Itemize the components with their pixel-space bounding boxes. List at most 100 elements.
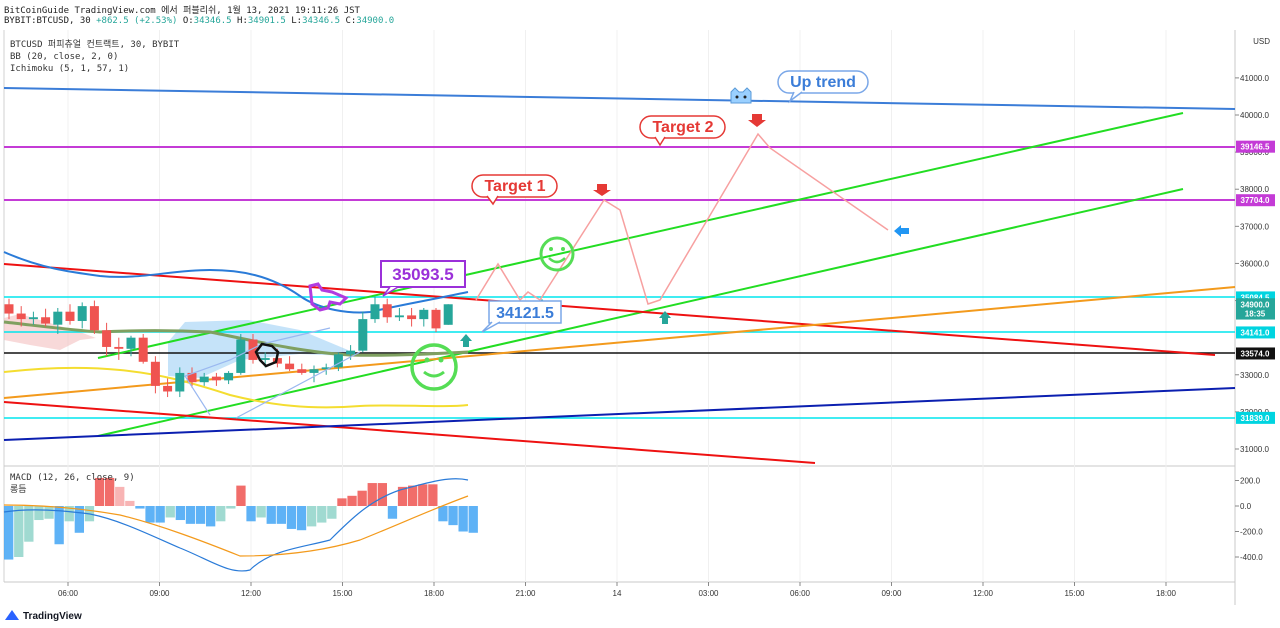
macd-tick-label: -200.0 <box>1240 528 1263 537</box>
time-grid <box>67 30 1167 582</box>
price-low-callout: 34121.5 <box>481 300 562 333</box>
high-value: 34901.5 <box>247 16 286 26</box>
price-tag <box>1236 326 1275 339</box>
candle-body <box>199 376 209 383</box>
bb-lower-line <box>3 366 469 409</box>
macd-bar <box>327 506 337 519</box>
arrow-left-icon <box>894 225 909 237</box>
macd-bar <box>276 506 286 524</box>
arrow-up-icon <box>460 334 472 347</box>
arrow-down-icon <box>593 184 611 196</box>
macd-line <box>3 478 469 572</box>
candle-body <box>407 315 417 320</box>
price-high-callout: 35093.5 <box>380 260 466 297</box>
macd-bar <box>125 500 135 506</box>
macd-bar <box>418 484 428 506</box>
target2-label: Target 2 <box>652 119 713 136</box>
tradingview-logo: TradingView <box>5 610 82 622</box>
macd-bar <box>367 483 377 506</box>
macd-bar <box>44 506 54 519</box>
time-tick-label: 15:00 <box>332 589 353 598</box>
macd-bar <box>408 485 418 506</box>
macd-tick-label: 200.0 <box>1240 477 1261 486</box>
macd-bar <box>4 506 14 560</box>
price-tick-label: 37000.0 <box>1240 222 1269 231</box>
macd-bar <box>165 506 175 518</box>
cat-icon <box>730 87 752 104</box>
publish-info: BitCoinGuide TradingView.com 에서 퍼블리쉬, 1월… <box>4 6 360 16</box>
candle-body <box>41 317 51 324</box>
open-value: 34346.5 <box>193 16 232 26</box>
macd-bar <box>216 506 226 522</box>
price-tag-label: 37704.0 <box>1241 196 1270 205</box>
macd-bar <box>296 506 307 531</box>
price-tag-label: 34900.0 <box>1241 300 1270 309</box>
macd-bar <box>226 506 236 509</box>
symbol-label: BYBIT:BTCUSD, 30 <box>4 16 91 26</box>
time-tick-label: 14 <box>613 589 622 598</box>
red-trend-upper <box>3 263 1216 356</box>
candle-body <box>163 385 173 392</box>
candle-body <box>16 313 26 320</box>
time-tick-label: 03:00 <box>698 589 719 598</box>
macd-bar <box>357 490 367 506</box>
price-tag-label: 18:35 <box>1245 310 1266 319</box>
candle-body <box>53 311 63 325</box>
previous-wave-path <box>184 327 331 416</box>
price-tag-label: 33574.0 <box>1241 349 1270 358</box>
time-tick-label: 09:00 <box>881 589 902 598</box>
legend-ichimoku: Ichimoku (5, 1, 57, 1) <box>10 64 129 74</box>
pointer-hand-icon <box>254 342 280 368</box>
macd-bar <box>74 506 84 533</box>
time-tick-label: 12:00 <box>241 589 262 598</box>
macd-bar <box>195 506 206 524</box>
open-label: O: <box>182 16 194 26</box>
price-tag <box>1236 298 1275 311</box>
price-tick-label: 41000.0 <box>1240 74 1269 83</box>
macd-bar <box>448 506 458 526</box>
up-trend-label: Up trend <box>790 74 856 91</box>
macd-bar <box>256 506 266 518</box>
macd-bar <box>286 506 297 529</box>
macd-bar <box>115 486 125 506</box>
macd-bar <box>347 495 357 506</box>
macd-bar <box>135 506 145 509</box>
macd-bar <box>105 477 115 506</box>
candle-body <box>394 315 404 318</box>
time-tick-label: 09:00 <box>149 589 170 598</box>
candle-body <box>211 376 221 381</box>
blue-trend-line <box>3 87 1236 110</box>
navy-trend-line <box>3 387 1236 441</box>
macd-bar <box>64 506 74 522</box>
candle-body <box>382 304 392 318</box>
price-tick-label: 36000.0 <box>1240 259 1269 268</box>
candle-body <box>236 339 246 373</box>
candle-body <box>126 337 136 349</box>
legend-macd: MACD (12, 26, close, 9) <box>10 473 135 483</box>
price-tag <box>1236 307 1275 320</box>
time-tick-label: 18:00 <box>1156 589 1177 598</box>
target2-callout: Target 2 <box>639 115 726 147</box>
candle-body <box>297 369 307 373</box>
ohlc-bar: BYBIT:BTCUSD, 30 +862.5 (+2.53%) O:34346… <box>4 16 394 26</box>
up-trend-callout: Up trend <box>777 70 869 104</box>
arrow-up-icon <box>659 311 671 324</box>
target1-label: Target 1 <box>484 178 545 195</box>
price-tick-label: 40000.0 <box>1240 111 1269 120</box>
macd-bar <box>428 484 438 506</box>
high-label: H: <box>237 16 248 26</box>
legend-bb: BB (20, close, 2, 0) <box>10 52 118 62</box>
candle-body <box>114 346 124 349</box>
macd-axis: 200.0 0.0 -200.0 -400.0 <box>1235 477 1263 562</box>
close-label: C: <box>345 16 357 26</box>
macd-bar <box>206 506 216 527</box>
low-value: 34346.5 <box>302 16 341 26</box>
price-tag <box>1236 140 1275 153</box>
close-value: 34900.0 <box>356 16 395 26</box>
candle-body <box>260 358 270 360</box>
macd-signal-line <box>3 495 469 557</box>
candle-body <box>419 309 429 320</box>
candle-body <box>65 311 75 321</box>
